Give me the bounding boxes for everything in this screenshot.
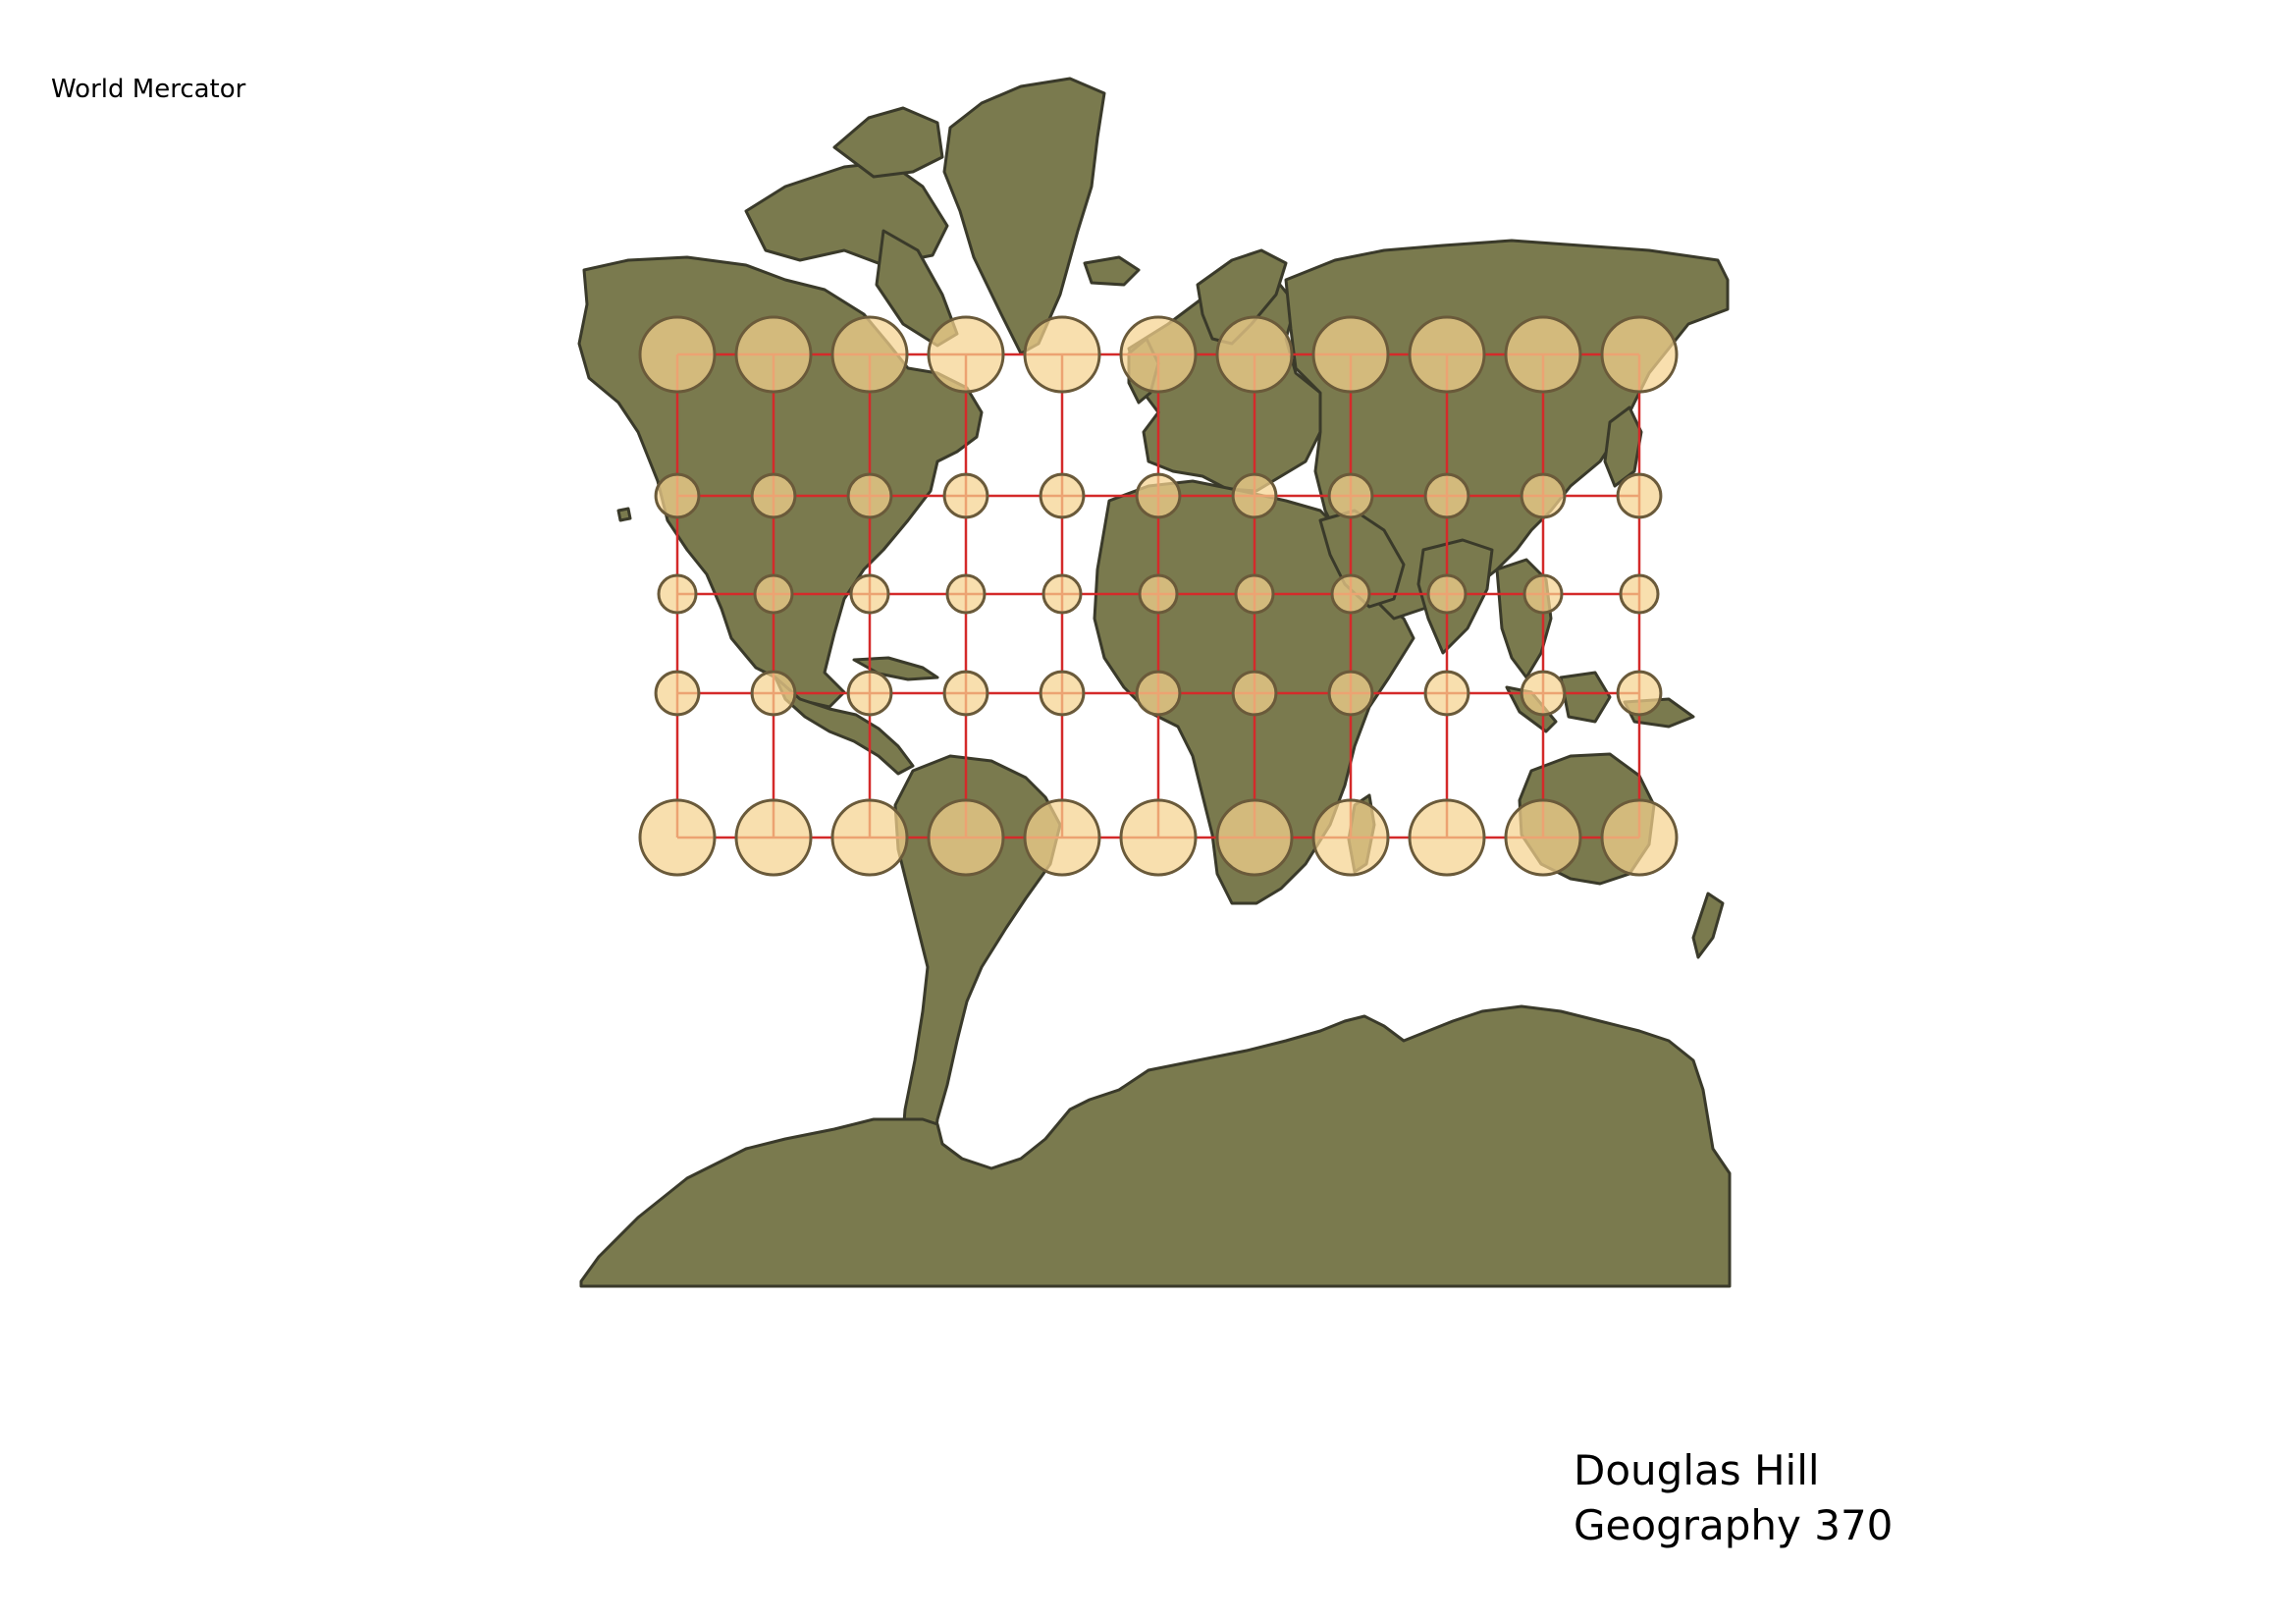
indicatrix-lat-30-lon-60 bbox=[942, 670, 989, 717]
indicatrix-lat30-lon60 bbox=[1327, 472, 1374, 519]
indicatrix-lat30-lon-30 bbox=[1039, 472, 1086, 519]
indicatrix-lat60-lon-90 bbox=[830, 315, 909, 394]
indicatrix-lat0-lon0 bbox=[1138, 573, 1179, 615]
indicatrix-lat0-lon90 bbox=[1426, 573, 1468, 615]
indicatrix-lat-30-lon-150 bbox=[654, 670, 701, 717]
indicatrix-lat30-lon150 bbox=[1616, 472, 1663, 519]
indicatrix-lat30-lon-90 bbox=[846, 472, 893, 519]
indicatrix-lat60-lon90 bbox=[1408, 315, 1486, 394]
map-title: World Mercator bbox=[51, 75, 246, 104]
indicatrix-lat-30-lon30 bbox=[1231, 670, 1278, 717]
indicatrix-lat60-lon30 bbox=[1215, 315, 1294, 394]
central-america bbox=[774, 676, 915, 776]
indicatrix-lat60-lon-150 bbox=[638, 315, 717, 394]
indicatrix-lat-60-lon30 bbox=[1215, 798, 1294, 877]
arabia bbox=[1318, 509, 1406, 609]
indicatrix-lat0-lon120 bbox=[1522, 573, 1564, 615]
ellesmere bbox=[832, 106, 944, 179]
greenland bbox=[942, 77, 1106, 355]
indicatrix-lat0-lon-30 bbox=[1041, 573, 1083, 615]
antarctica bbox=[579, 1004, 1732, 1288]
indicatrix-lat30-lon120 bbox=[1520, 472, 1567, 519]
indicatrix-lat30-lon30 bbox=[1231, 472, 1278, 519]
hawaii bbox=[616, 507, 632, 522]
indicatrix-lat-30-lon-90 bbox=[846, 670, 893, 717]
indicatrix-lat-60-lon90 bbox=[1408, 798, 1486, 877]
indicatrix-lat0-lon-120 bbox=[753, 573, 794, 615]
indicatrix-lat-30-lon150 bbox=[1616, 670, 1663, 717]
indicatrix-lat30-lon-120 bbox=[750, 472, 797, 519]
scandinavia bbox=[1196, 248, 1288, 346]
indicatrix-lat60-lon-60 bbox=[927, 315, 1005, 394]
indicatrix-lat-60-lon-60 bbox=[927, 798, 1005, 877]
indicatrix-lat0-lon30 bbox=[1234, 573, 1275, 615]
indicatrix-lat0-lon150 bbox=[1619, 573, 1660, 615]
author-block: Douglas Hill Geography 370 bbox=[1574, 1443, 1893, 1553]
indicatrix-lat30-lon90 bbox=[1423, 472, 1470, 519]
indicatrix-lat30-lon-60 bbox=[942, 472, 989, 519]
indicatrix-lat60-lon-30 bbox=[1023, 315, 1101, 394]
indicatrix-lat-30-lon120 bbox=[1520, 670, 1567, 717]
indicatrix-lat30-lon0 bbox=[1135, 472, 1182, 519]
indicatrix-lat60-lon-120 bbox=[734, 315, 813, 394]
indicatrix-lat-60-lon-150 bbox=[638, 798, 717, 877]
author-name: Douglas Hill bbox=[1574, 1446, 1820, 1494]
new-zealand bbox=[1691, 892, 1725, 959]
indicatrix-lat0-lon-90 bbox=[849, 573, 890, 615]
indicatrix-lat-30-lon-30 bbox=[1039, 670, 1086, 717]
indicatrix-lat-30-lon60 bbox=[1327, 670, 1374, 717]
indicatrix-lat-60-lon-120 bbox=[734, 798, 813, 877]
indicatrix-lat-60-lon-90 bbox=[830, 798, 909, 877]
indicatrix-lat-60-lon-30 bbox=[1023, 798, 1101, 877]
indicatrix-lat-30-lon0 bbox=[1135, 670, 1182, 717]
indicatrix-lat0-lon-150 bbox=[657, 573, 698, 615]
borneo bbox=[1559, 671, 1612, 724]
indicatrix-lat-60-lon150 bbox=[1600, 798, 1679, 877]
japan bbox=[1603, 406, 1643, 488]
indicatrix-lat-30-lon90 bbox=[1423, 670, 1470, 717]
indicatrix-lat-60-lon120 bbox=[1504, 798, 1582, 877]
indicatrix-lat0-lon60 bbox=[1330, 573, 1371, 615]
indicatrix-lat0-lon-60 bbox=[945, 573, 987, 615]
indicatrix-lat60-lon120 bbox=[1504, 315, 1582, 394]
indicatrix-lat-60-lon0 bbox=[1119, 798, 1198, 877]
indicatrix-lat60-lon150 bbox=[1600, 315, 1679, 394]
course-label: Geography 370 bbox=[1574, 1501, 1894, 1549]
iceland bbox=[1083, 255, 1141, 287]
indicatrix-lat60-lon0 bbox=[1119, 315, 1198, 394]
indicatrix-lat60-lon60 bbox=[1311, 315, 1390, 394]
indicatrix-lat30-lon-150 bbox=[654, 472, 701, 519]
indicatrix-lat-30-lon-120 bbox=[750, 670, 797, 717]
indicatrix-lat-60-lon60 bbox=[1311, 798, 1390, 877]
tissot-indicatrices bbox=[638, 315, 1679, 877]
